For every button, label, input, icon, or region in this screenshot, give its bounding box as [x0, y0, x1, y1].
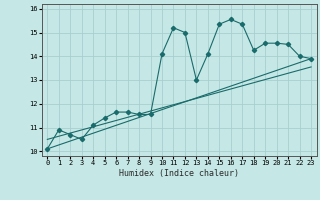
X-axis label: Humidex (Indice chaleur): Humidex (Indice chaleur): [119, 169, 239, 178]
